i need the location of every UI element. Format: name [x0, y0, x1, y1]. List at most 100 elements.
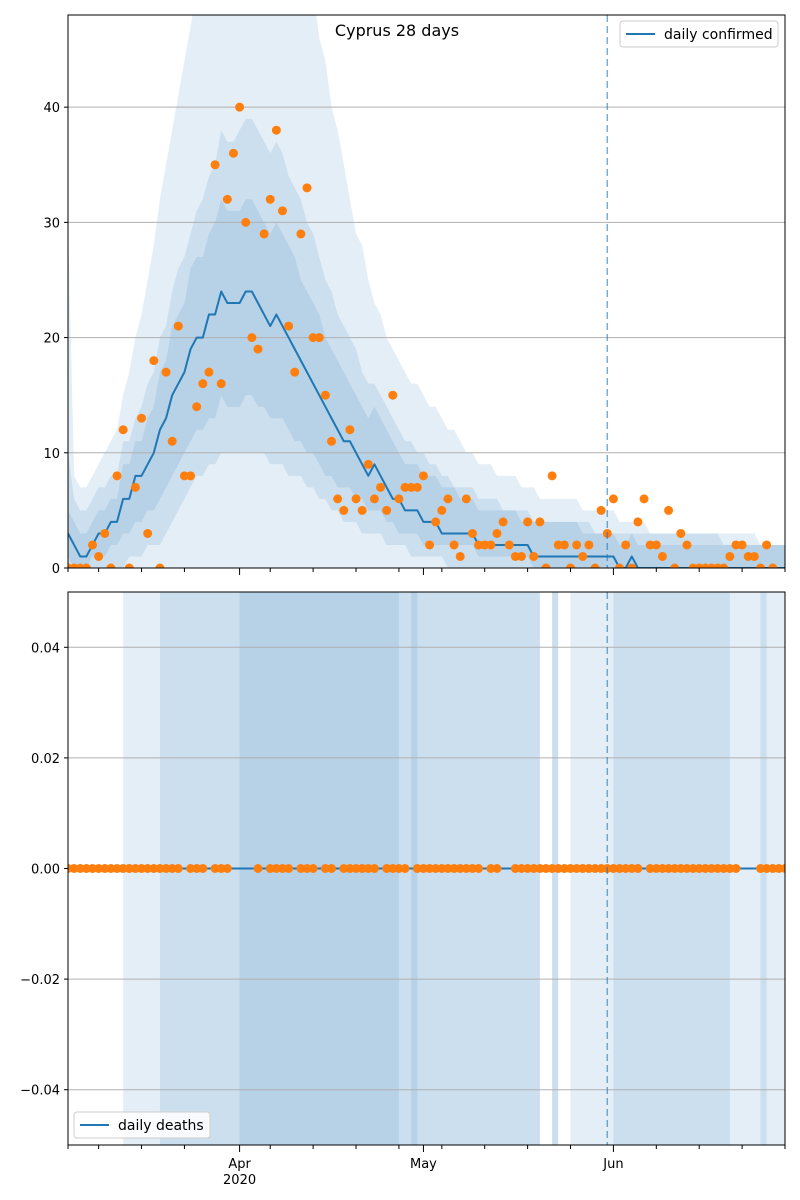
- top-point: [431, 517, 441, 527]
- bottom-point: [474, 864, 484, 873]
- top-series-line: [68, 290, 785, 568]
- top-band-outer: [68, 15, 785, 568]
- top-point: [112, 471, 122, 481]
- top-point: [535, 517, 545, 527]
- bottom-ytick-label-4: 0.04: [31, 641, 60, 656]
- top-point: [216, 379, 226, 389]
- top-point: [504, 540, 514, 550]
- top-point: [235, 102, 245, 112]
- bottom-legend: daily deaths: [73, 1111, 211, 1139]
- top-point: [449, 540, 459, 550]
- top-point: [277, 206, 287, 216]
- top-point: [596, 505, 606, 515]
- top-point: [265, 194, 275, 204]
- top-point: [725, 551, 735, 561]
- top-point: [130, 482, 140, 492]
- top-point: [412, 482, 422, 492]
- bottom-series-points: [68, 864, 785, 873]
- top-point: [247, 333, 257, 343]
- top-point: [394, 494, 404, 504]
- bottom-xtick-label-2: Jun: [602, 1157, 623, 1172]
- bottom-point: [731, 864, 741, 873]
- top-point: [676, 528, 686, 538]
- top-point: [296, 229, 306, 239]
- top-point: [627, 563, 637, 568]
- top-point: [633, 517, 643, 527]
- top-ytick-label-1: 10: [43, 447, 60, 462]
- top-point: [314, 333, 324, 343]
- bottom-point: [198, 864, 208, 873]
- bottom-point: [327, 864, 337, 873]
- bottom-legend-label: daily deaths: [118, 1118, 204, 1134]
- top-point: [529, 551, 539, 561]
- top-point: [155, 563, 165, 568]
- top-panel: 0 10 20 30 40 Cyprus 28 days daily confirmed: [43, 14, 786, 577]
- top-point: [339, 505, 349, 515]
- top-legend-label: daily confirmed: [664, 27, 773, 43]
- top-point: [204, 367, 214, 377]
- top-point: [737, 540, 747, 550]
- top-axes-frame: [67, 14, 786, 569]
- top-point: [173, 321, 183, 331]
- top-point: [437, 505, 447, 515]
- top-point: [461, 494, 471, 504]
- top-point: [388, 390, 398, 400]
- top-point: [363, 459, 373, 469]
- bottom-xtick-sublabel-0: 2020: [223, 1173, 256, 1188]
- top-point: [302, 183, 312, 193]
- top-point: [768, 563, 778, 568]
- top-point: [376, 482, 386, 492]
- bottom-ytick-label-0: −0.04: [20, 1084, 60, 1099]
- top-point: [320, 390, 330, 400]
- top-point: [333, 494, 343, 504]
- top-point: [192, 402, 202, 412]
- bottom-ytick-label-1: −0.02: [20, 973, 60, 988]
- top-point: [584, 540, 594, 550]
- top-point: [516, 551, 526, 561]
- top-point: [357, 505, 367, 515]
- top-point: [578, 551, 588, 561]
- top-point: [651, 540, 661, 550]
- bottom-xtick-label-1: May: [410, 1157, 437, 1172]
- top-band-middle: [68, 118, 785, 568]
- top-point: [161, 367, 171, 377]
- bottom-point: [492, 864, 502, 873]
- bottom-point: [308, 864, 318, 873]
- top-point: [167, 436, 177, 446]
- top-point: [762, 540, 772, 550]
- top-point: [81, 563, 91, 568]
- top-point: [290, 367, 300, 377]
- top-point: [498, 517, 508, 527]
- bottom-x-axis-ticks: [67, 1145, 786, 1152]
- top-point: [369, 494, 379, 504]
- bottom-point: [400, 864, 410, 873]
- bottom-point: [173, 864, 183, 873]
- top-point: [327, 436, 337, 446]
- top-point: [94, 551, 104, 561]
- top-point: [137, 413, 147, 423]
- chart-title: Cyprus 28 days: [335, 21, 459, 40]
- top-point: [664, 505, 674, 515]
- top-point: [547, 471, 557, 481]
- top-point: [523, 517, 533, 527]
- top-point: [455, 551, 465, 561]
- top-point: [682, 540, 692, 550]
- top-point: [124, 563, 134, 568]
- bottom-ytick-label-3: 0.02: [31, 752, 60, 767]
- top-point: [621, 540, 631, 550]
- top-x-axis-ticks: [67, 568, 786, 575]
- top-point: [608, 494, 618, 504]
- bottom-point: [369, 864, 379, 873]
- bottom-legend-box: [73, 1111, 211, 1139]
- top-point: [755, 563, 765, 568]
- top-point: [118, 425, 128, 435]
- bottom-point: [633, 864, 643, 873]
- bottom-y-axis-ticks: −0.04 −0.02 0.00 0.02 0.04: [20, 641, 68, 1099]
- top-line-path-0: [68, 290, 785, 568]
- bottom-xtick-label-0: Apr: [228, 1157, 251, 1172]
- top-point: [88, 540, 98, 550]
- top-point: [241, 217, 251, 227]
- top-point: [719, 563, 729, 568]
